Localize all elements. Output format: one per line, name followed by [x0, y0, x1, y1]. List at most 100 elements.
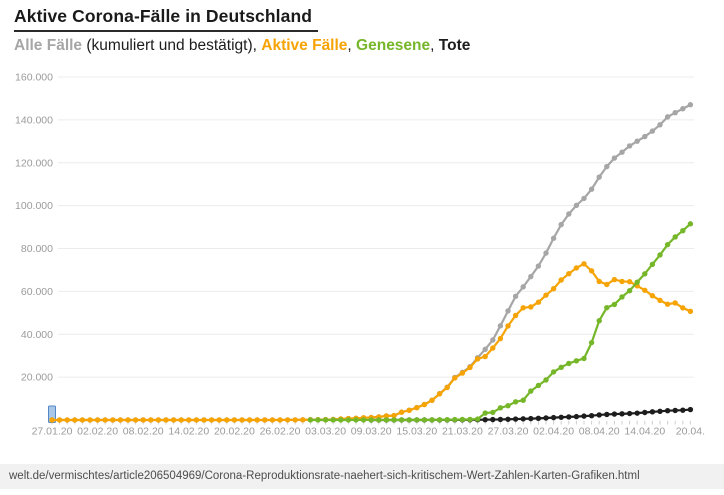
data-point-tote — [657, 408, 663, 415]
source-url-bar: welt.de/vermischtes/article206504969/Cor… — [0, 464, 724, 489]
data-point-tote — [649, 409, 656, 415]
data-point-genesene — [642, 271, 648, 277]
data-point-aktive-faelle — [64, 417, 70, 423]
data-point-genesene — [550, 369, 557, 375]
data-point-aktive-faelle — [383, 413, 390, 419]
data-point-aktive-faelle — [186, 417, 192, 423]
data-point-genesene — [664, 241, 671, 248]
data-point-aktive-faelle — [201, 417, 207, 423]
data-point-aktive-faelle — [444, 384, 450, 391]
data-point-alle-faelle — [482, 346, 488, 352]
data-point-genesene — [421, 417, 428, 423]
data-point-genesene — [619, 294, 625, 300]
data-point-genesene — [558, 364, 564, 371]
series-line-genesene — [310, 223, 692, 422]
data-point-aktive-faelle — [277, 417, 283, 423]
data-point-tote — [566, 414, 572, 420]
data-point-aktive-faelle — [596, 278, 602, 285]
series-line-aktive-faelle — [52, 262, 691, 422]
data-point-alle-faelle — [558, 221, 564, 228]
data-point-tote — [505, 416, 511, 422]
data-point-tote — [497, 416, 504, 423]
data-point-tote — [528, 415, 534, 422]
data-point-aktive-faelle — [604, 281, 610, 288]
data-point-alle-faelle — [649, 128, 656, 134]
x-axis-label: 02.04.20 — [533, 426, 574, 438]
source-url-link[interactable]: welt.de/vermischtes/article206504969/Cor… — [9, 470, 640, 482]
data-point-tote — [672, 407, 678, 414]
data-point-tote — [664, 407, 671, 414]
data-point-genesene — [444, 417, 450, 423]
data-point-aktive-faelle — [482, 353, 488, 360]
data-point-alle-faelle — [581, 195, 587, 202]
data-point-genesene — [634, 279, 640, 285]
data-point-aktive-faelle — [528, 304, 534, 310]
data-point-aktive-faelle — [254, 417, 260, 423]
chart-header: Aktive Corona-Fälle in Deutschland — [14, 6, 319, 32]
data-point-genesene — [596, 318, 602, 324]
data-point-aktive-faelle — [178, 417, 184, 423]
data-point-aktive-faelle — [543, 292, 549, 298]
data-point-aktive-faelle — [239, 417, 245, 423]
data-point-genesene — [520, 397, 526, 403]
data-point-genesene — [368, 417, 374, 423]
legend-genesene: Genesene — [356, 37, 431, 54]
x-axis-label: 14.04.20 — [624, 426, 665, 438]
data-point-aktive-faelle — [208, 417, 215, 423]
x-axis-label: 08.04.20 — [579, 426, 620, 438]
data-point-aktive-faelle — [649, 292, 656, 299]
data-point-tote — [626, 410, 633, 417]
data-point-alle-faelle — [505, 308, 511, 314]
data-point-alle-faelle — [566, 211, 572, 217]
data-point-genesene — [672, 234, 678, 240]
data-point-alle-faelle — [543, 250, 549, 256]
data-point-genesene — [307, 417, 314, 423]
data-point-tote — [588, 412, 595, 419]
x-axis-label: 27.03.20 — [488, 426, 529, 438]
legend-note: (kumuliert und bestätigt), — [82, 37, 262, 54]
data-point-aktive-faelle — [626, 278, 633, 285]
data-point-genesene — [474, 416, 481, 422]
x-axis-label: 03.03.20 — [305, 426, 346, 438]
data-point-genesene — [322, 417, 329, 423]
data-point-aktive-faelle — [687, 308, 694, 315]
data-point-alle-faelle — [634, 138, 640, 144]
data-point-tote — [558, 414, 564, 420]
data-point-genesene — [383, 417, 390, 423]
data-point-genesene — [512, 399, 519, 405]
data-point-genesene — [497, 405, 504, 411]
data-point-aktive-faelle — [79, 417, 86, 423]
data-point-genesene — [566, 360, 572, 367]
data-point-aktive-faelle — [94, 417, 101, 423]
line-chart-canvas[interactable]: 20.000 40.000 60.000 80.000 100.000 120.000 14… — [0, 0, 724, 460]
data-point-alle-faelle — [512, 293, 519, 300]
data-point-aktive-faelle — [535, 299, 542, 305]
data-point-genesene — [315, 417, 321, 423]
data-point-alle-faelle — [611, 155, 618, 161]
data-point-aktive-faelle — [414, 404, 420, 411]
legend-separator: , — [430, 37, 439, 54]
data-point-alle-faelle — [588, 186, 595, 192]
x-axis-label: 21.03.20 — [442, 426, 483, 438]
series-line-alle-faelle — [52, 103, 691, 422]
data-point-genesene — [429, 417, 435, 423]
data-point-aktive-faelle — [163, 417, 169, 423]
data-point-genesene — [330, 417, 336, 423]
legend-separator: , — [347, 37, 357, 54]
data-point-aktive-faelle — [391, 412, 397, 419]
data-point-tote — [573, 413, 580, 420]
data-point-aktive-faelle — [497, 335, 504, 342]
x-axis-label: 26.02.20 — [260, 426, 301, 438]
data-point-aktive-faelle — [459, 370, 466, 376]
data-point-aktive-faelle — [520, 305, 526, 311]
data-point-alle-faelle — [490, 337, 496, 343]
y-axis-label: 140.000 — [15, 114, 53, 126]
data-point-aktive-faelle — [49, 417, 55, 423]
data-point-aktive-faelle — [132, 417, 139, 423]
data-point-aktive-faelle — [467, 364, 473, 371]
data-point-aktive-faelle — [550, 286, 557, 292]
data-point-genesene — [581, 355, 587, 362]
data-point-aktive-faelle — [155, 417, 162, 423]
data-point-tote — [520, 416, 526, 422]
